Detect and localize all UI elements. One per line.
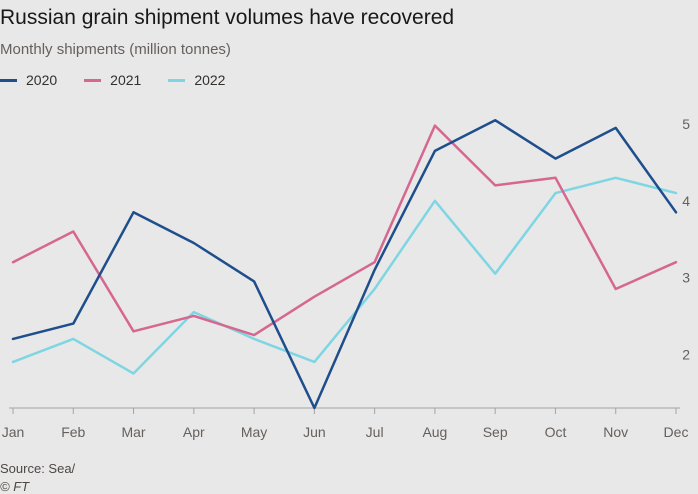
legend-item-2022: 2022 bbox=[168, 72, 225, 88]
x-tick-label-may: May bbox=[241, 424, 267, 440]
x-tick-label-aug: Aug bbox=[422, 424, 447, 440]
chart-subtitle: Monthly shipments (million tonnes) bbox=[0, 41, 231, 58]
legend-label-2020: 2020 bbox=[26, 72, 58, 88]
x-tick-label-dec: Dec bbox=[664, 424, 689, 440]
x-tick-label-nov: Nov bbox=[603, 424, 628, 440]
legend-swatch-2021 bbox=[84, 78, 102, 82]
x-tick-label-jun: Jun bbox=[303, 424, 326, 440]
y-tick-label-2: 2 bbox=[682, 346, 690, 362]
x-tick-label-mar: Mar bbox=[121, 424, 145, 440]
y-tick-label-4: 4 bbox=[682, 193, 690, 209]
legend: 2020 2021 2022 bbox=[0, 72, 252, 88]
legend-swatch-2022 bbox=[168, 78, 186, 82]
x-tick-label-apr: Apr bbox=[183, 424, 205, 440]
legend-label-2021: 2021 bbox=[110, 72, 142, 88]
legend-item-2020: 2020 bbox=[0, 72, 57, 88]
series-line-2020 bbox=[11, 118, 678, 410]
legend-swatch-2020 bbox=[0, 78, 17, 82]
x-tick-label-feb: Feb bbox=[61, 424, 85, 440]
series-line-2022 bbox=[11, 176, 678, 375]
series-line-2021 bbox=[11, 124, 678, 337]
x-tick-label-jan: Jan bbox=[2, 424, 25, 440]
y-tick-label-5: 5 bbox=[682, 116, 690, 132]
copyright-note: © FT bbox=[0, 479, 30, 494]
y-tick-label-3: 3 bbox=[682, 270, 690, 286]
x-tick-label-jul: Jul bbox=[366, 424, 384, 440]
legend-label-2022: 2022 bbox=[194, 72, 226, 88]
legend-item-2021: 2021 bbox=[84, 72, 141, 88]
x-tick-label-oct: Oct bbox=[545, 424, 567, 440]
source-note: Source: Sea/ bbox=[0, 461, 76, 476]
x-tick-label-sep: Sep bbox=[483, 424, 508, 440]
chart-title: Russian grain shipment volumes have reco… bbox=[0, 6, 455, 29]
